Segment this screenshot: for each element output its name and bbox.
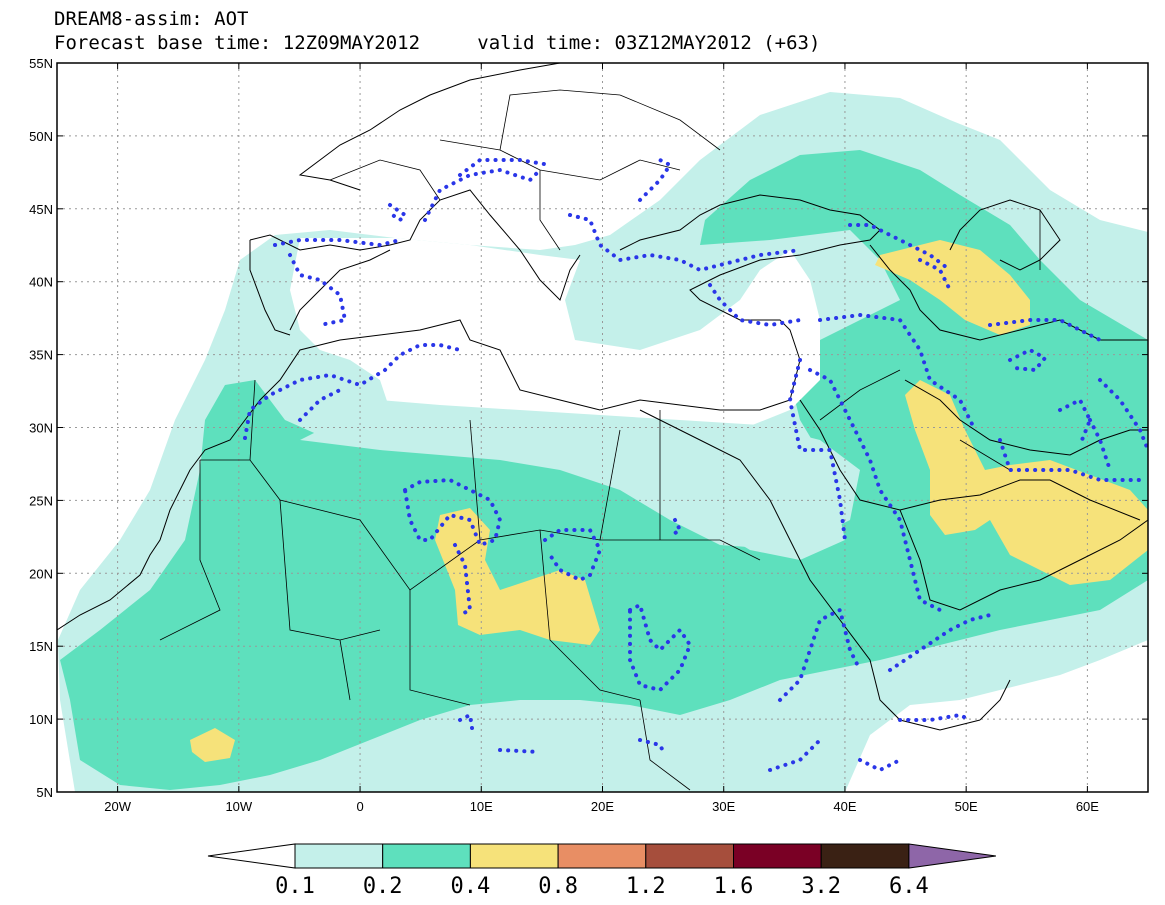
lon-tick-label: 0 xyxy=(356,799,363,814)
lat-tick-label: 55N xyxy=(29,56,53,71)
forecast-base-time: Forecast base time: 12Z09MAY2012 xyxy=(54,32,421,54)
aot-field xyxy=(57,63,1148,792)
colorbar-box xyxy=(733,843,822,869)
lat-tick-label: 25N xyxy=(29,493,53,508)
lat-tick-label: 5N xyxy=(36,785,53,800)
aot-analysis-contours xyxy=(243,158,1148,773)
aot-clear-mediterranean xyxy=(290,238,820,440)
aot-contour-0.4-guinea xyxy=(190,728,235,762)
lat-tick-label: 45N xyxy=(29,202,53,217)
colorbar-box xyxy=(645,843,734,869)
colorbar-high-arrow xyxy=(908,843,996,869)
colorbar: 0.1 0.2 0.4 0.8 1.2 1.6 3.2 6.4 xyxy=(207,843,996,899)
lon-tick-label: 40E xyxy=(833,799,856,814)
lon-tick-label: 20W xyxy=(104,799,131,814)
lon-tick-label: 30E xyxy=(712,799,735,814)
aot-contour-0.1-sahara xyxy=(300,400,860,550)
lat-tick-label: 40N xyxy=(29,275,53,290)
aot-contour-0.4-caucasus xyxy=(875,240,1030,335)
colorbar-box xyxy=(382,843,471,869)
colorbar-level-label: 0.1 xyxy=(275,874,315,899)
lat-tick-label: 15N xyxy=(29,639,53,654)
colorbar-level-label: 6.4 xyxy=(889,874,929,899)
colorbar-box xyxy=(820,843,910,869)
colorbar-level-label: 0.4 xyxy=(451,874,491,899)
colorbar-low-arrow xyxy=(207,843,296,869)
colorbar-level-label: 1.2 xyxy=(626,874,666,899)
valid-time: valid time: 03Z12MAY2012 (+63) xyxy=(477,32,821,54)
aot-contour-0.2 xyxy=(60,150,1148,790)
latitude-axis: 55N 50N 45N 40N 35N 30N 25N 20N 15N 10N 5N xyxy=(29,56,1148,800)
lon-tick-label: 50E xyxy=(955,799,978,814)
lon-tick-label: 20E xyxy=(591,799,614,814)
lat-tick-label: 10N xyxy=(29,712,53,727)
graticule xyxy=(57,63,1148,792)
lon-tick-label: 10E xyxy=(470,799,493,814)
colorbar-box xyxy=(294,843,384,869)
lon-tick-label: 10W xyxy=(225,799,252,814)
colorbar-level-label: 1.6 xyxy=(714,874,754,899)
lat-tick-label: 35N xyxy=(29,348,53,363)
lat-tick-label: 20N xyxy=(29,566,53,581)
colorbar-level-label: 3.2 xyxy=(801,874,841,899)
colorbar-level-label: 0.8 xyxy=(538,874,578,899)
lat-tick-label: 50N xyxy=(29,129,53,144)
aot-contour-0.4-arabia xyxy=(905,380,1148,585)
longitude-axis: 20W 10W 0 10E 20E 30E 40E 50E 60E xyxy=(104,63,1099,814)
lon-tick-label: 60E xyxy=(1076,799,1099,814)
colorbar-box xyxy=(469,843,559,869)
map-subtitle: Forecast base time: 12Z09MAY2012 valid t… xyxy=(54,33,820,53)
colorbar-box xyxy=(557,843,647,869)
colorbar-level-label: 0.2 xyxy=(363,874,403,899)
map-title: DREAM8-assim: AOT xyxy=(54,8,249,30)
country-borders xyxy=(159,89,1041,791)
lat-tick-label: 30N xyxy=(29,421,53,436)
